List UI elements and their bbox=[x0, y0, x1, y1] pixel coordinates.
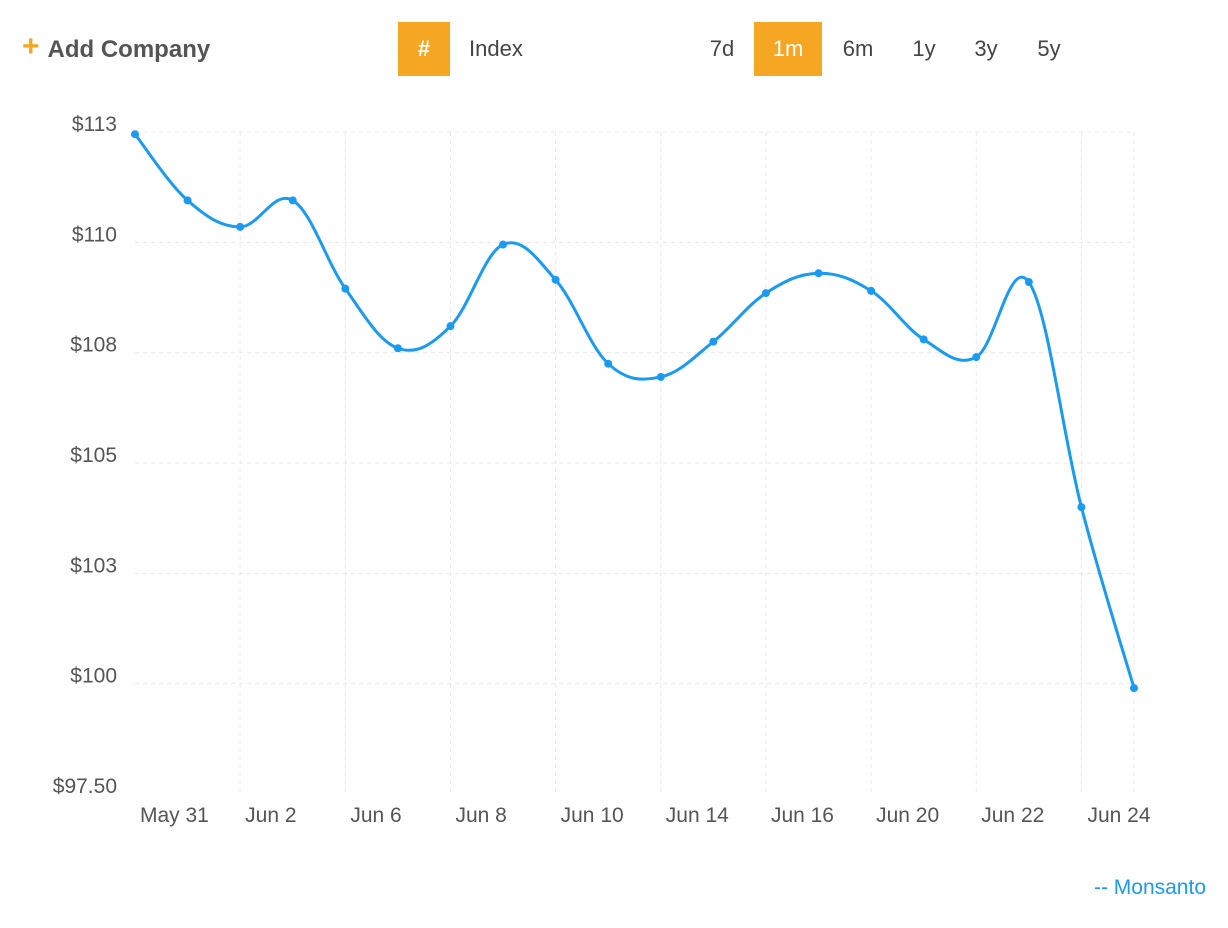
data-point[interactable] bbox=[1077, 503, 1086, 512]
add-company-button[interactable]: + Add Company bbox=[22, 30, 210, 70]
legend-monsanto[interactable]: -- Monsanto bbox=[1093, 876, 1206, 899]
data-point[interactable] bbox=[131, 130, 139, 139]
range-1m-button[interactable]: 1m bbox=[754, 22, 822, 76]
data-point[interactable] bbox=[1024, 278, 1033, 287]
x-tick-label: May 31 bbox=[140, 804, 209, 827]
data-point[interactable] bbox=[1130, 684, 1138, 693]
range-5y-button[interactable]: 5y bbox=[1037, 36, 1061, 61]
y-axis: $113 $110 $108 $105 $103 $100 $97.50 bbox=[53, 113, 117, 798]
data-point[interactable] bbox=[499, 240, 508, 249]
x-tick-label: Jun 16 bbox=[771, 804, 834, 827]
y-tick-label: $113 bbox=[72, 113, 117, 136]
x-tick-label: Jun 24 bbox=[1087, 804, 1150, 827]
y-tick-label: $100 bbox=[70, 665, 117, 688]
y-tick-label: $105 bbox=[70, 444, 117, 467]
data-point[interactable] bbox=[446, 322, 455, 331]
y-tick-label: $103 bbox=[70, 554, 117, 577]
data-point[interactable] bbox=[867, 286, 876, 295]
range-6m-button[interactable]: 6m bbox=[842, 36, 874, 61]
series-line-monsanto bbox=[133, 133, 1136, 689]
add-company-label: Add Company bbox=[47, 36, 211, 63]
x-tick-label: Jun 10 bbox=[561, 804, 624, 827]
data-point[interactable] bbox=[551, 275, 560, 284]
range-1y-button[interactable]: 1y bbox=[912, 36, 936, 61]
index-mode-button[interactable]: Index bbox=[469, 36, 523, 61]
data-point[interactable] bbox=[656, 372, 665, 381]
data-point[interactable] bbox=[604, 359, 613, 368]
x-tick-label: Jun 20 bbox=[876, 804, 939, 827]
data-point[interactable] bbox=[236, 222, 245, 231]
chart-grid bbox=[135, 131, 1135, 794]
data-point[interactable] bbox=[288, 196, 297, 205]
range-7d-button[interactable]: 7d bbox=[709, 36, 735, 61]
x-tick-label: Jun 6 bbox=[350, 804, 401, 827]
y-tick-label: $108 bbox=[70, 334, 117, 357]
x-tick-label: Jun 22 bbox=[981, 804, 1044, 827]
data-point[interactable] bbox=[814, 269, 823, 278]
hash-mode-button[interactable]: # bbox=[398, 22, 450, 76]
plus-icon: + bbox=[22, 30, 40, 63]
x-tick-label: Jun 14 bbox=[666, 804, 729, 827]
y-tick-label: $110 bbox=[72, 223, 117, 246]
data-point[interactable] bbox=[761, 289, 770, 298]
series-points bbox=[131, 130, 1138, 693]
data-point[interactable] bbox=[919, 335, 928, 344]
data-point[interactable] bbox=[709, 337, 718, 346]
chart-toolbar: + Add Company # Index 7d 1m 6m 1y 3y 5y bbox=[0, 0, 1228, 100]
x-tick-label: Jun 2 bbox=[245, 804, 296, 827]
data-point[interactable] bbox=[183, 196, 192, 205]
x-axis: May 31 Jun 2 Jun 6 Jun 8 Jun 10 Jun 14 Jun 16 J… bbox=[140, 804, 1151, 827]
data-point[interactable] bbox=[341, 284, 350, 293]
data-point[interactable] bbox=[393, 344, 402, 353]
data-point[interactable] bbox=[972, 353, 981, 362]
range-3y-button[interactable]: 3y bbox=[974, 36, 998, 61]
y-tick-label: $97.50 bbox=[53, 775, 117, 798]
x-tick-label: Jun 8 bbox=[455, 804, 506, 827]
